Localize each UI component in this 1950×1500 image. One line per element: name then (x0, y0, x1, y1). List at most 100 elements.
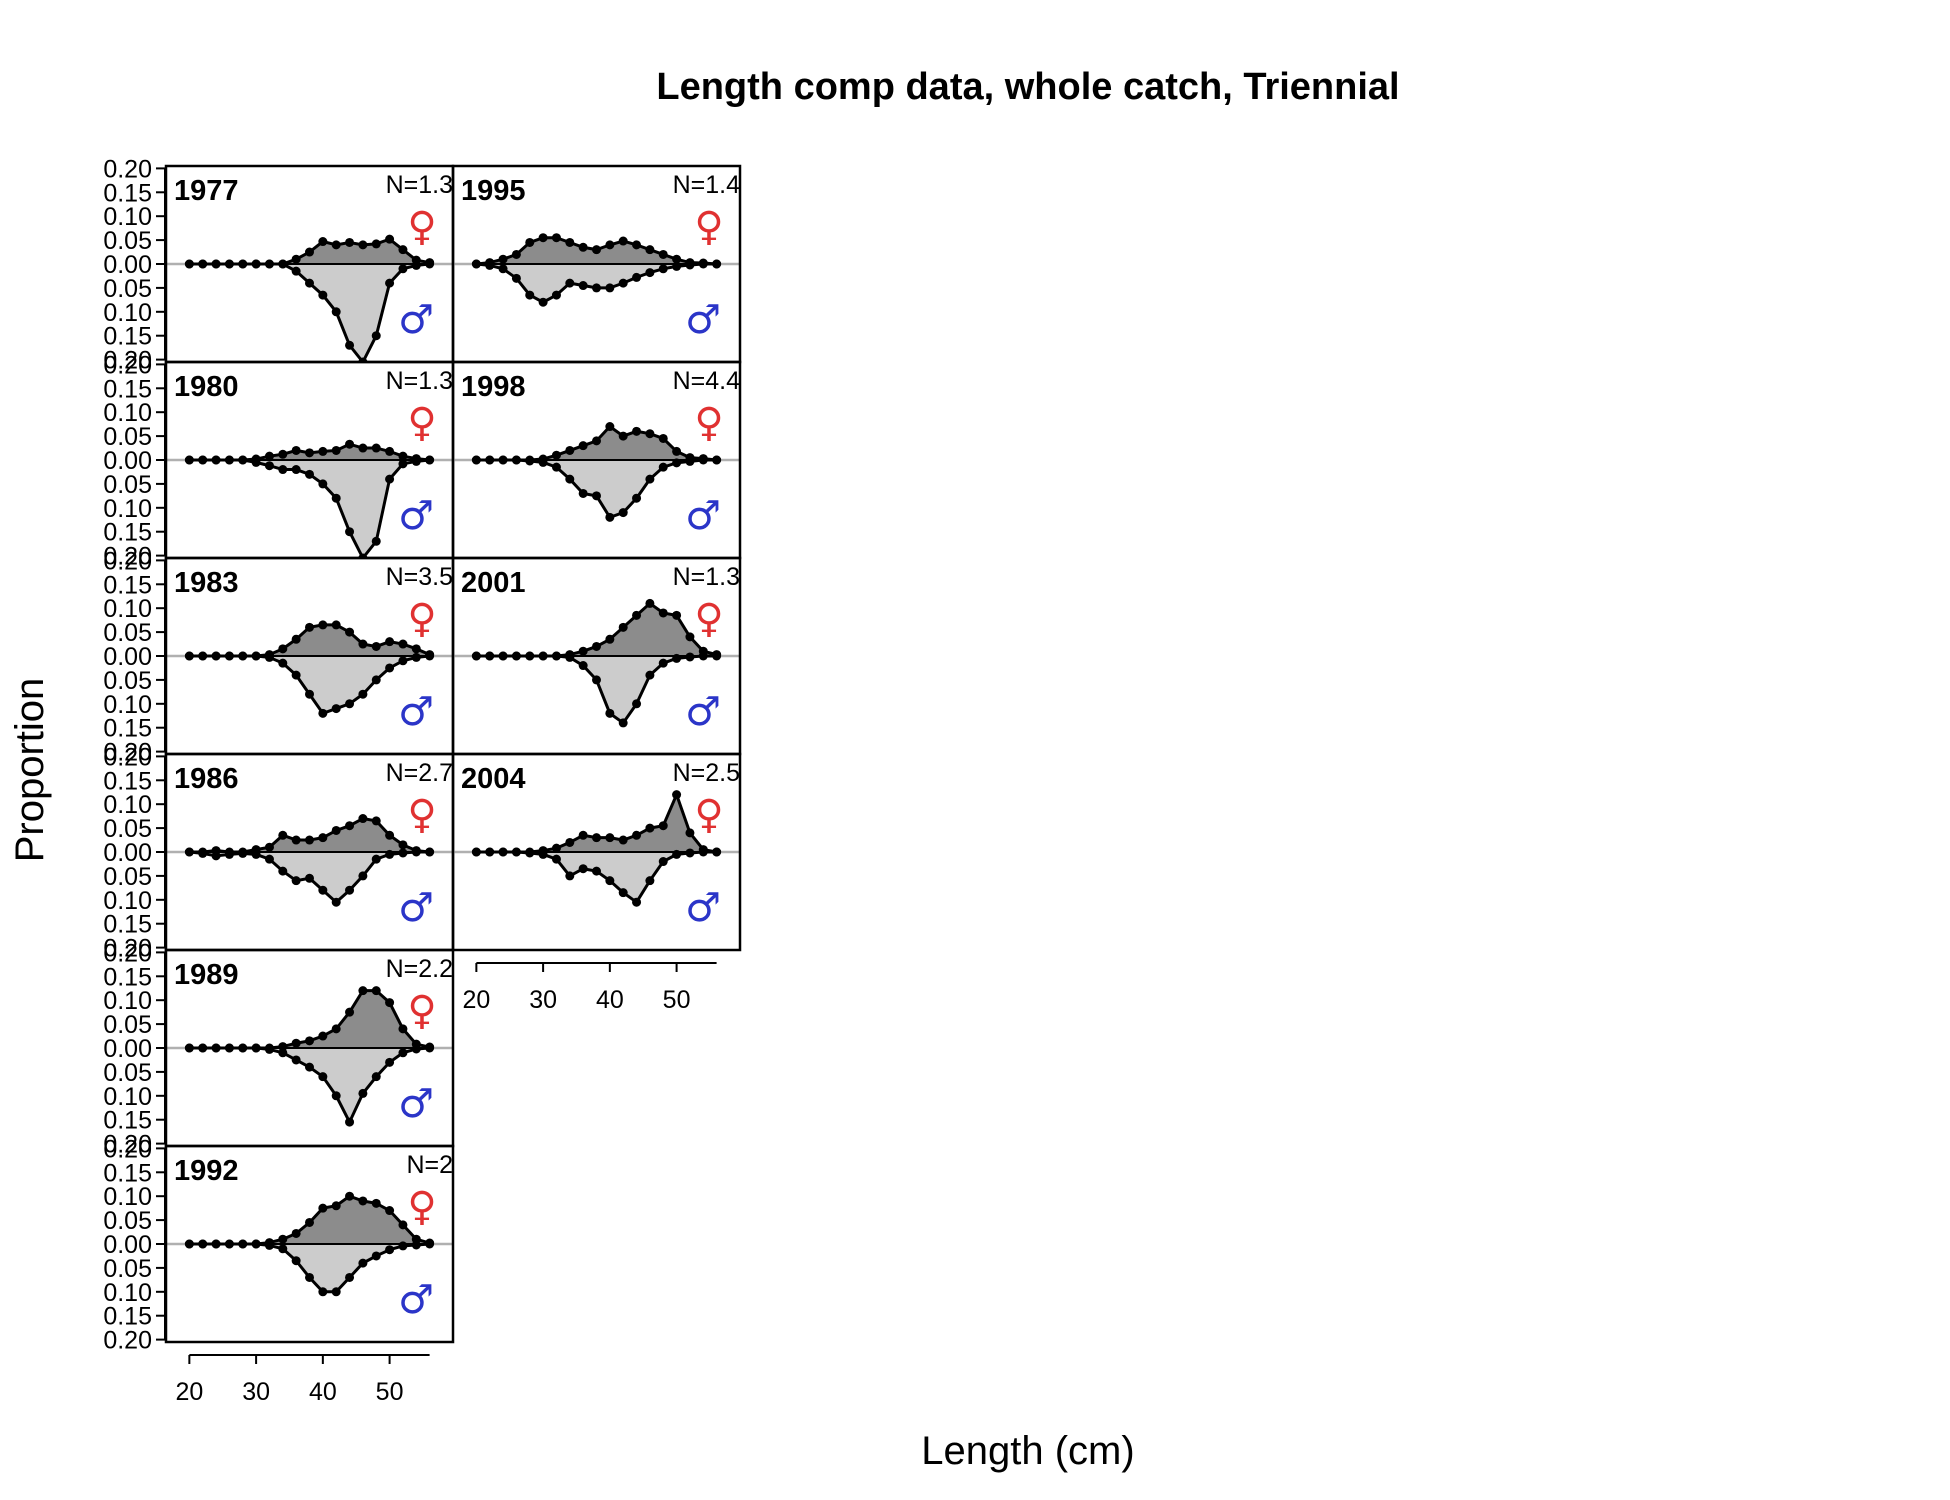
panel-n-label: N=2.5 (673, 759, 740, 787)
male-point (198, 259, 208, 269)
male-point (511, 847, 521, 857)
male-point (385, 663, 395, 673)
female-point (291, 1038, 301, 1048)
female-point (618, 431, 628, 441)
y-tick-label: 0.10 (103, 299, 152, 327)
female-point (685, 828, 695, 838)
female-point (291, 835, 301, 845)
male-point (712, 651, 722, 661)
male-point (645, 268, 655, 278)
male-point (425, 847, 435, 857)
male-area (476, 852, 717, 903)
male-point (425, 1043, 435, 1053)
y-tick-label: 0.20 (103, 935, 152, 963)
male-point (238, 1043, 248, 1053)
panel-n-label: N=3.5 (386, 563, 453, 591)
female-point (398, 840, 408, 850)
y-tick-label: 0.20 (103, 1135, 152, 1163)
male-point (712, 847, 722, 857)
male-point (485, 260, 495, 270)
male-point (685, 652, 695, 662)
female-point (318, 237, 328, 247)
female-point (672, 610, 682, 620)
male-point (578, 488, 588, 498)
male-point (398, 264, 408, 274)
x-tick-label: 40 (309, 1378, 337, 1406)
male-point (291, 266, 301, 276)
male-point (565, 474, 575, 484)
male-symbol-icon: ♂ (685, 493, 721, 539)
female-point (645, 245, 655, 255)
y-tick-label: 0.05 (103, 667, 152, 695)
male-point (345, 1117, 355, 1127)
female-point (345, 237, 355, 247)
male-point (471, 455, 481, 465)
male-point (251, 457, 261, 467)
male-point (211, 851, 221, 861)
y-tick-label: 0.10 (103, 691, 152, 719)
y-tick-label: 0.15 (103, 571, 152, 599)
x-tick-label: 20 (462, 986, 490, 1014)
y-tick-label: 0.05 (103, 275, 152, 303)
male-point (538, 849, 548, 859)
y-tick-label: 0.05 (103, 1207, 152, 1235)
panel-n-label: N=1.3 (673, 563, 740, 591)
male-point (511, 651, 521, 661)
y-tick-label: 0.10 (103, 1083, 152, 1111)
y-tick-label: 0.10 (103, 987, 152, 1015)
female-point (385, 637, 395, 647)
female-point (278, 1042, 288, 1052)
panel-2004: 2004 N=2.5 ♀ ♂ (451, 752, 742, 952)
y-tick-label: 0.00 (103, 643, 152, 671)
female-area (476, 794, 717, 852)
male-point (305, 1272, 314, 1282)
male-point (211, 259, 221, 269)
y-tick-label: 0.10 (103, 495, 152, 523)
male-point (471, 651, 481, 661)
male-point (411, 847, 421, 857)
panel-frame (451, 752, 742, 952)
male-point (578, 661, 588, 671)
male-point (198, 1239, 208, 1249)
panel-n-label: N=2 (406, 1151, 453, 1179)
male-point (511, 273, 521, 283)
male-point (485, 847, 495, 857)
female-point (318, 833, 328, 843)
panel-plot-area (166, 234, 453, 362)
male-point (698, 455, 708, 465)
male-area (476, 460, 717, 518)
male-point (264, 854, 274, 864)
female-symbol-icon: ♀ (694, 792, 723, 838)
male-point (371, 1251, 381, 1261)
female-symbol-icon: ♀ (407, 1184, 436, 1230)
male-point (712, 455, 722, 465)
y-tick-label: 0.15 (103, 1303, 152, 1331)
male-point (632, 272, 642, 282)
female-point (264, 842, 274, 852)
female-point (305, 835, 314, 845)
male-area (189, 1244, 430, 1292)
male-point (685, 456, 695, 466)
y-tick-label: 0.05 (103, 1255, 152, 1283)
male-point (632, 699, 642, 709)
male-symbol-icon: ♂ (685, 885, 721, 931)
female-point (398, 1024, 408, 1034)
female-point (278, 449, 288, 459)
male-point (278, 259, 288, 269)
panel-plot-area (166, 620, 453, 718)
x-tick-label: 50 (376, 1378, 404, 1406)
male-symbol-icon: ♂ (398, 885, 434, 931)
male-point (358, 689, 368, 699)
female-point (605, 240, 615, 250)
male-point (224, 849, 234, 859)
panel-year-label: 1998 (461, 371, 526, 403)
male-point (224, 1239, 234, 1249)
y-tick-label: 0.10 (103, 595, 152, 623)
male-point (224, 1043, 234, 1053)
female-symbol-icon: ♀ (407, 204, 436, 250)
male-point (264, 1240, 274, 1250)
female-symbol-icon: ♀ (407, 988, 436, 1034)
male-point (385, 278, 395, 288)
male-point (291, 1256, 301, 1266)
female-area (189, 818, 430, 852)
